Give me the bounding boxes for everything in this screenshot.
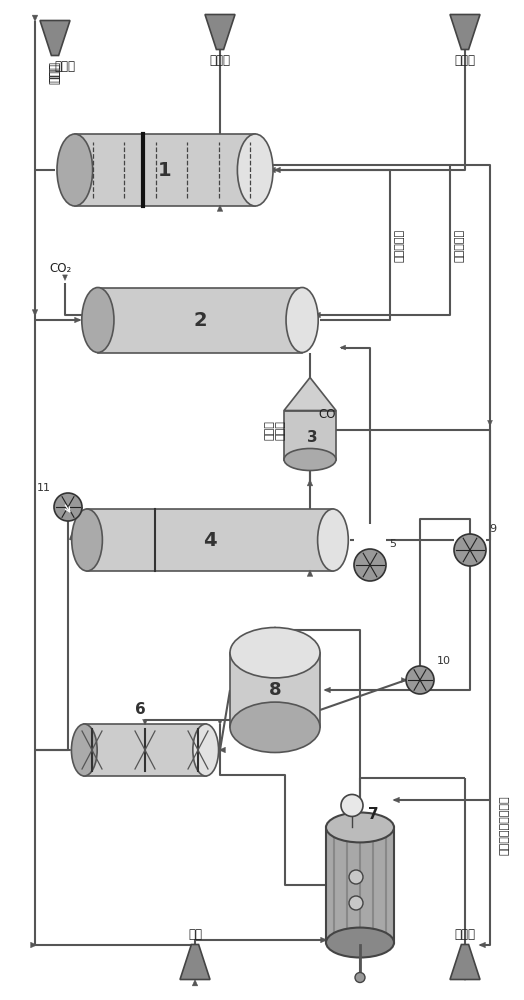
Polygon shape [205,14,235,49]
Text: 8: 8 [269,681,281,699]
Polygon shape [219,747,225,753]
Ellipse shape [230,702,320,752]
Polygon shape [269,167,276,173]
Polygon shape [479,942,485,948]
Text: 异丁烷: 异丁烷 [210,54,231,68]
Text: CO: CO [318,408,335,422]
Ellipse shape [82,288,114,353]
Polygon shape [62,275,68,280]
Polygon shape [143,719,147,725]
Polygon shape [326,827,394,943]
Polygon shape [32,310,38,316]
Ellipse shape [326,812,394,842]
Text: 活性催化剂: 活性催化剂 [395,228,405,262]
Text: 异丁烯: 异丁烯 [54,60,75,74]
Ellipse shape [326,928,394,958]
Polygon shape [75,134,255,206]
Text: 1: 1 [158,160,172,180]
Text: 含盐水: 含盐水 [454,54,475,68]
Polygon shape [284,410,336,460]
Text: 空气: 空气 [188,928,202,940]
Text: 粗产品: 粗产品 [276,420,286,440]
Circle shape [354,549,386,581]
Polygon shape [340,345,346,350]
Text: 异丁烯: 异丁烯 [265,420,275,440]
Text: 9: 9 [489,524,496,534]
Text: 5: 5 [389,539,396,549]
Text: 4: 4 [203,530,217,550]
Ellipse shape [230,628,320,678]
Polygon shape [307,570,313,576]
Polygon shape [217,719,223,725]
Ellipse shape [57,134,93,206]
Text: 2: 2 [193,310,207,330]
Circle shape [349,896,363,910]
Ellipse shape [72,509,102,571]
Polygon shape [450,14,480,49]
Text: 失活催化剂: 失活催化剂 [455,228,465,262]
Polygon shape [217,205,223,211]
Ellipse shape [284,448,336,471]
Text: 异丁烯: 异丁烯 [49,64,61,85]
Polygon shape [32,15,38,21]
Ellipse shape [286,288,318,353]
Circle shape [54,493,82,521]
Circle shape [406,666,434,694]
Polygon shape [274,167,280,173]
Polygon shape [450,944,480,980]
Polygon shape [192,980,198,986]
Text: 再生气: 再生气 [454,928,475,940]
Text: 10: 10 [437,656,451,666]
Polygon shape [284,377,336,410]
Polygon shape [324,687,331,693]
Text: 3: 3 [307,430,318,446]
Polygon shape [84,724,206,776]
Text: CO₂: CO₂ [49,262,71,275]
Polygon shape [180,944,210,980]
Polygon shape [321,937,327,943]
Text: 滤饼（失活催化剂）: 滤饼（失活催化剂） [500,795,510,855]
Polygon shape [314,312,320,318]
Polygon shape [87,509,333,571]
Text: 异丁烯: 异丁烯 [49,60,61,82]
Polygon shape [393,797,399,803]
Circle shape [355,972,365,982]
Circle shape [341,794,363,816]
Polygon shape [98,288,302,353]
Polygon shape [272,626,278,633]
Ellipse shape [71,724,97,776]
Text: 6: 6 [135,702,146,717]
Ellipse shape [193,724,219,776]
Ellipse shape [237,134,273,206]
Polygon shape [230,653,320,727]
Polygon shape [462,974,468,980]
Polygon shape [40,20,70,55]
Text: 7: 7 [368,807,379,822]
Polygon shape [401,678,407,682]
Circle shape [349,870,363,884]
Polygon shape [30,942,37,948]
Polygon shape [69,747,75,753]
Polygon shape [307,480,313,486]
Polygon shape [487,420,493,426]
Text: 11: 11 [37,483,51,493]
Circle shape [454,534,486,566]
Polygon shape [74,317,81,323]
Ellipse shape [318,509,348,571]
